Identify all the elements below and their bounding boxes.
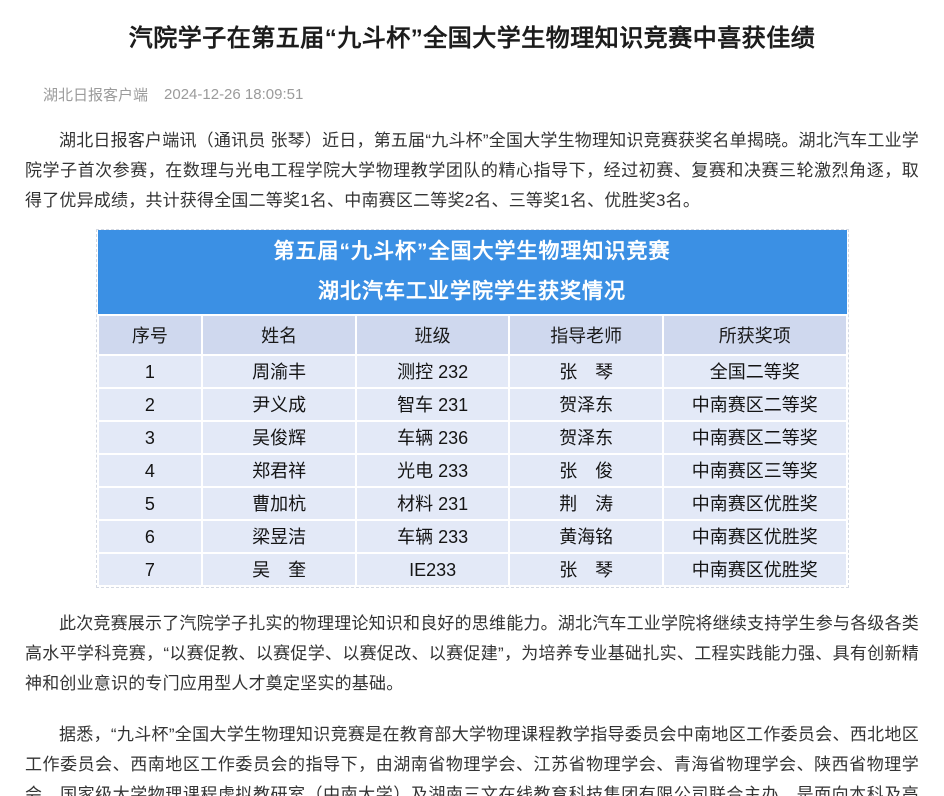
column-header-class: 班级 bbox=[354, 314, 511, 356]
table-cell: 材料 231 bbox=[354, 486, 511, 521]
table-cell: 贺泽东 bbox=[508, 387, 664, 422]
table-cell: 张 琴 bbox=[508, 354, 664, 389]
table-cell: 车辆 236 bbox=[354, 420, 511, 455]
table-cell: 黄海铭 bbox=[508, 519, 664, 554]
table-cell: 中南赛区优胜奖 bbox=[661, 486, 848, 521]
table-cell: 张 俊 bbox=[508, 453, 664, 488]
table-cell: 中南赛区优胜奖 bbox=[661, 552, 848, 587]
article-page: 汽院学子在第五届“九斗杯”全国大学生物理知识竞赛中喜获佳绩 湖北日报客户端 20… bbox=[0, 24, 944, 796]
publish-timestamp: 2024-12-26 18:09:51 bbox=[164, 86, 304, 103]
table-row: 3 吴俊辉 车辆 236 贺泽东 中南赛区二等奖 bbox=[96, 420, 848, 455]
table-cell: 中南赛区二等奖 bbox=[661, 387, 848, 422]
table-cell: 贺泽东 bbox=[508, 420, 664, 455]
table-cell: 7 bbox=[96, 552, 204, 587]
table-cell: 1 bbox=[96, 354, 204, 389]
table-cell: 中南赛区优胜奖 bbox=[661, 519, 848, 554]
table-cell: 车辆 233 bbox=[354, 519, 511, 554]
table-header-row: 序号 姓名 班级 指导老师 所获奖项 bbox=[96, 314, 848, 356]
table-cell: 光电 233 bbox=[354, 453, 511, 488]
table-cell: 吴俊辉 bbox=[201, 420, 357, 455]
table-cell: 吴 奎 bbox=[201, 552, 357, 587]
byline: 湖北日报客户端 2024-12-26 18:09:51 bbox=[43, 84, 919, 105]
column-header-index: 序号 bbox=[96, 314, 204, 356]
table-title-line2: 湖北汽车工业学院学生获奖情况 bbox=[318, 280, 626, 303]
table-cell: IE233 bbox=[354, 552, 511, 587]
article-paragraph-3: 据悉，“九斗杯”全国大学生物理知识竞赛是在教育部大学物理课程教学指导委员会中南地… bbox=[25, 725, 919, 796]
source-name: 湖北日报客户端 bbox=[43, 87, 149, 104]
table-row: 2 尹义成 智车 231 贺泽东 中南赛区二等奖 bbox=[96, 387, 848, 422]
column-header-name: 姓名 bbox=[201, 314, 357, 356]
table-cell: 全国二等奖 bbox=[661, 354, 848, 389]
table-row: 4 郑君祥 光电 233 张 俊中南赛区三等奖 bbox=[96, 453, 848, 488]
table-cell: 周渝丰 bbox=[201, 354, 357, 389]
award-table: 第五届“九斗杯”全国大学生物理知识竞赛 湖北汽车工业学院学生获奖情况 序号 姓名… bbox=[96, 230, 848, 587]
table-cell: 智车 231 bbox=[354, 387, 511, 422]
table-cell: 5 bbox=[96, 486, 204, 521]
table-cell: 中南赛区二等奖 bbox=[661, 420, 848, 455]
table-row: 5 曹加杭 材料 231 荆 涛中南赛区优胜奖 bbox=[96, 486, 848, 521]
table-cell: 荆 涛 bbox=[508, 486, 664, 521]
table-row: 6 梁昱洁 车辆 233 黄海铭 中南赛区优胜奖 bbox=[96, 519, 848, 554]
table-cell: 测控 232 bbox=[354, 354, 511, 389]
table-cell: 张 琴 bbox=[508, 552, 664, 587]
column-header-award: 所获奖项 bbox=[661, 314, 848, 356]
article-paragraph-1: 湖北日报客户端讯（通讯员 张琴）近日，第五届“九斗杯”全国大学生物理知识竞赛获奖… bbox=[25, 131, 919, 210]
table-cell: 中南赛区三等奖 bbox=[661, 453, 848, 488]
award-table-wrapper: 第五届“九斗杯”全国大学生物理知识竞赛 湖北汽车工业学院学生获奖情况 序号 姓名… bbox=[95, 229, 849, 588]
table-cell: 郑君祥 bbox=[201, 453, 357, 488]
table-title-line1: 第五届“九斗杯”全国大学生物理知识竞赛 bbox=[273, 240, 671, 263]
table-banner-row: 第五届“九斗杯”全国大学生物理知识竞赛 湖北汽车工业学院学生获奖情况 bbox=[97, 230, 847, 315]
article-paragraph-2: 此次竞赛展示了汽院学子扎实的物理理论知识和良好的思维能力。湖北汽车工业学院将继续… bbox=[25, 614, 919, 693]
table-cell: 曹加杭 bbox=[201, 486, 357, 521]
column-header-advisor: 指导老师 bbox=[508, 314, 664, 356]
table-cell: 3 bbox=[96, 420, 204, 455]
page-title: 汽院学子在第五届“九斗杯”全国大学生物理知识竞赛中喜获佳绩 bbox=[128, 25, 816, 52]
table-row: 1 周渝丰 测控 232 张 琴全国二等奖 bbox=[96, 354, 848, 389]
table-cell: 尹义成 bbox=[201, 387, 357, 422]
table-cell: 6 bbox=[96, 519, 204, 554]
table-cell: 2 bbox=[96, 387, 204, 422]
table-cell: 4 bbox=[96, 453, 204, 488]
table-cell: 梁昱洁 bbox=[201, 519, 357, 554]
table-banner: 第五届“九斗杯”全国大学生物理知识竞赛 湖北汽车工业学院学生获奖情况 bbox=[97, 230, 847, 315]
table-body: 1 周渝丰 测控 232 张 琴全国二等奖 2 尹义成 智车 231 贺泽东 中南赛区二等奖 3 吴… bbox=[96, 354, 848, 587]
